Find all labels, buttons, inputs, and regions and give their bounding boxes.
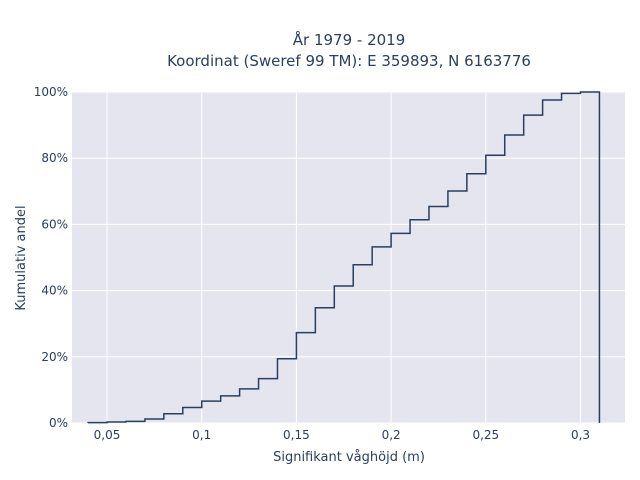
x-tick-label: 0,25 <box>472 428 499 442</box>
x-tick-label: 0,3 <box>571 428 590 442</box>
y-tick-label: 100% <box>34 85 68 99</box>
y-tick-label: 0% <box>49 416 68 430</box>
y-tick-label: 20% <box>41 350 68 364</box>
y-axis-ticks: 0% 20% 40% 60% 80% 100% <box>34 85 68 430</box>
y-axis-label: Kumulativ andel <box>14 205 29 310</box>
cumulative-step-line <box>87 91 601 424</box>
chart-title-line-2: Koordinat (Sweref 99 TM): E 359893, N 61… <box>167 52 531 70</box>
plot-area <box>72 92 625 423</box>
y-tick-label: 40% <box>41 284 68 298</box>
x-axis-ticks: 0,05 0,1 0,15 0,2 0,25 0,3 <box>94 428 590 442</box>
chart-title-line-1: År 1979 - 2019 <box>293 30 406 49</box>
y-tick-label: 80% <box>41 151 68 165</box>
x-tick-label: 0,05 <box>94 428 121 442</box>
x-tick-label: 0,15 <box>283 428 310 442</box>
y-tick-label: 60% <box>41 217 68 231</box>
grid <box>72 91 625 424</box>
x-tick-label: 0,2 <box>382 428 401 442</box>
x-axis-label: Signifikant våghöjd (m) <box>273 450 425 465</box>
data-layer <box>87 91 601 424</box>
x-tick-label: 0,1 <box>192 428 211 442</box>
